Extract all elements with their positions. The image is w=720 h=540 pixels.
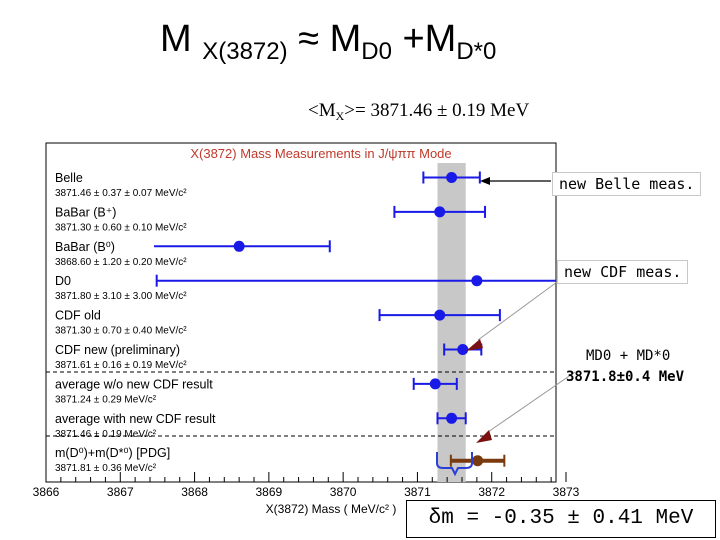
entry-value: 3871.24 ± 0.29 MeV/c² [55,394,157,405]
entry-value: 3871.80 ± 3.10 ± 3.00 MeV/c² [55,291,187,302]
data-point [472,455,484,467]
note-new-belle: new Belle meas. [552,172,702,196]
data-point [446,172,458,183]
plot-frame [45,142,557,483]
entry-value: 3868.60 ± 1.20 ± 0.20 MeV/c² [55,257,187,268]
note-sum-label: MD0 + MD*0 [586,348,671,364]
entry-value: 3871.30 ± 0.70 ± 0.40 MeV/c² [55,326,187,337]
data-point [434,309,446,321]
arrow-sum-line [487,371,576,433]
entry-label: D0 [55,274,71,288]
data-point [446,412,458,424]
average-sub: X [335,109,345,123]
chart-title: X(3872) Mass Measurements in J/ψππ Mode [190,146,451,161]
x-tick-label: 3871 [404,485,431,499]
arrow-belle-head [480,177,490,185]
title-sub-x3872: X(3872) [202,38,288,65]
data-point [233,240,245,252]
x-tick-label: 3867 [107,485,134,499]
entry-label: BaBar (B⁺) [55,205,116,219]
data-point [434,206,446,218]
entry-label: BaBar (B⁰) [55,240,115,254]
note-sum-value: 3871.8±0.4 MeV [566,369,685,385]
x-axis-label: X(3872) Mass ( MeV/c² ) [266,502,397,516]
entry-value: 3871.81 ± 0.36 MeV/c² [55,463,157,474]
x-tick-label: 3869 [256,485,283,499]
entry-label: CDF old [55,309,101,323]
average-prefix: <M [308,100,336,121]
entry-label: m(D⁰)+m(D*⁰) [PDG] [55,446,170,460]
slide-title: M X(3872) ≈ MD0 +MD*0 [160,18,496,66]
entry-label: average w/o new CDF result [55,377,213,391]
arrow-cdf-head [466,339,483,351]
x-tick-label: 3870 [330,485,357,499]
title-approx: ≈ M [298,18,362,60]
arrow-sum-head [476,430,492,443]
average-value: >= 3871.46 ± 0.19 MeV [344,100,530,121]
delta-m-box: δm = -0.35 ± 0.41 MeV [406,500,716,538]
x-tick-label: 3873 [553,485,580,499]
title-sub-dstar0: D*0 [456,38,497,65]
x-tick-label: 3872 [478,485,505,499]
entry-value: 3871.46 ± 0.19 MeV/c² [55,429,157,440]
data-point [471,275,483,287]
title-main: M [160,18,192,60]
entry-value: 3871.30 ± 0.60 ± 0.10 MeV/c² [55,222,187,233]
title-sub-d0: D0 [361,38,392,65]
note-new-cdf: new CDF meas. [557,260,689,284]
average-mass-line: <MX>= 3871.46 ± 0.19 MeV [308,100,529,124]
x-tick-label: 3866 [33,485,60,499]
data-point [429,378,441,390]
entry-label: Belle [55,171,83,185]
entry-value: 3871.61 ± 0.16 ± 0.19 MeV/c² [55,360,187,371]
data-point [457,344,469,355]
entry-value: 3871.46 ± 0.37 ± 0.07 MeV/c² [55,188,187,199]
x-tick-label: 3868 [181,485,208,499]
delta-brace [436,452,473,477]
entry-label: average with new CDF result [55,412,216,426]
entry-label: CDF new (preliminary) [55,343,180,357]
title-plus: +M [391,18,457,60]
arrow-cdf-line [477,281,558,341]
